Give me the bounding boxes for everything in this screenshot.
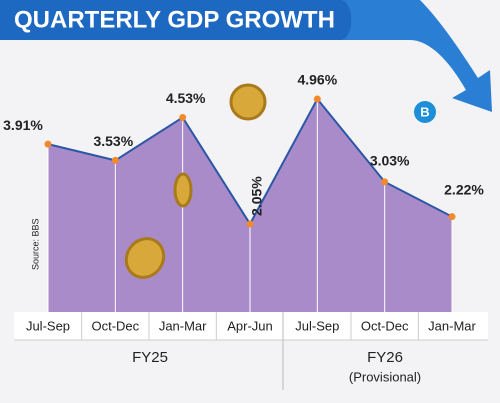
marker [179, 113, 187, 121]
source: Source: BBS [30, 218, 40, 270]
group-note: (Provisional) [349, 369, 421, 384]
value-label: 2.22% [444, 181, 484, 197]
marker [111, 156, 119, 164]
value-label: 2.05% [249, 176, 265, 216]
x-tick-label: Jan-Mar [159, 318, 207, 333]
x-tick-label: Apr-Jun [227, 318, 273, 333]
value-label: 4.53% [166, 90, 206, 106]
coin [229, 83, 267, 121]
category-row [14, 312, 488, 340]
x-tick-label: Oct-Dec [91, 318, 139, 333]
value-label: 3.03% [370, 153, 410, 169]
marker [381, 178, 389, 186]
marker [448, 213, 456, 221]
marker [313, 95, 321, 103]
logo [414, 101, 436, 123]
marker [246, 220, 254, 228]
chart-title: QUARTERLY GDP GROWTH [14, 6, 335, 33]
title-band [0, 0, 352, 40]
coin [124, 237, 166, 279]
x-tick-label: Jan-Mar [428, 318, 476, 333]
group-label: FY26 [367, 349, 403, 366]
coin [173, 172, 193, 208]
value-label: 3.53% [93, 133, 133, 149]
group-label: FY25 [132, 349, 168, 366]
marker [44, 140, 52, 148]
coins [124, 83, 267, 279]
value-label: 4.96% [297, 72, 337, 88]
logo-letter: B [420, 104, 429, 119]
x-tick-label: Jul-Sep [26, 318, 70, 333]
x-tick-label: Oct-Dec [361, 318, 409, 333]
value-label: 3.91% [3, 117, 43, 133]
x-tick-label: Jul-Sep [295, 318, 339, 333]
